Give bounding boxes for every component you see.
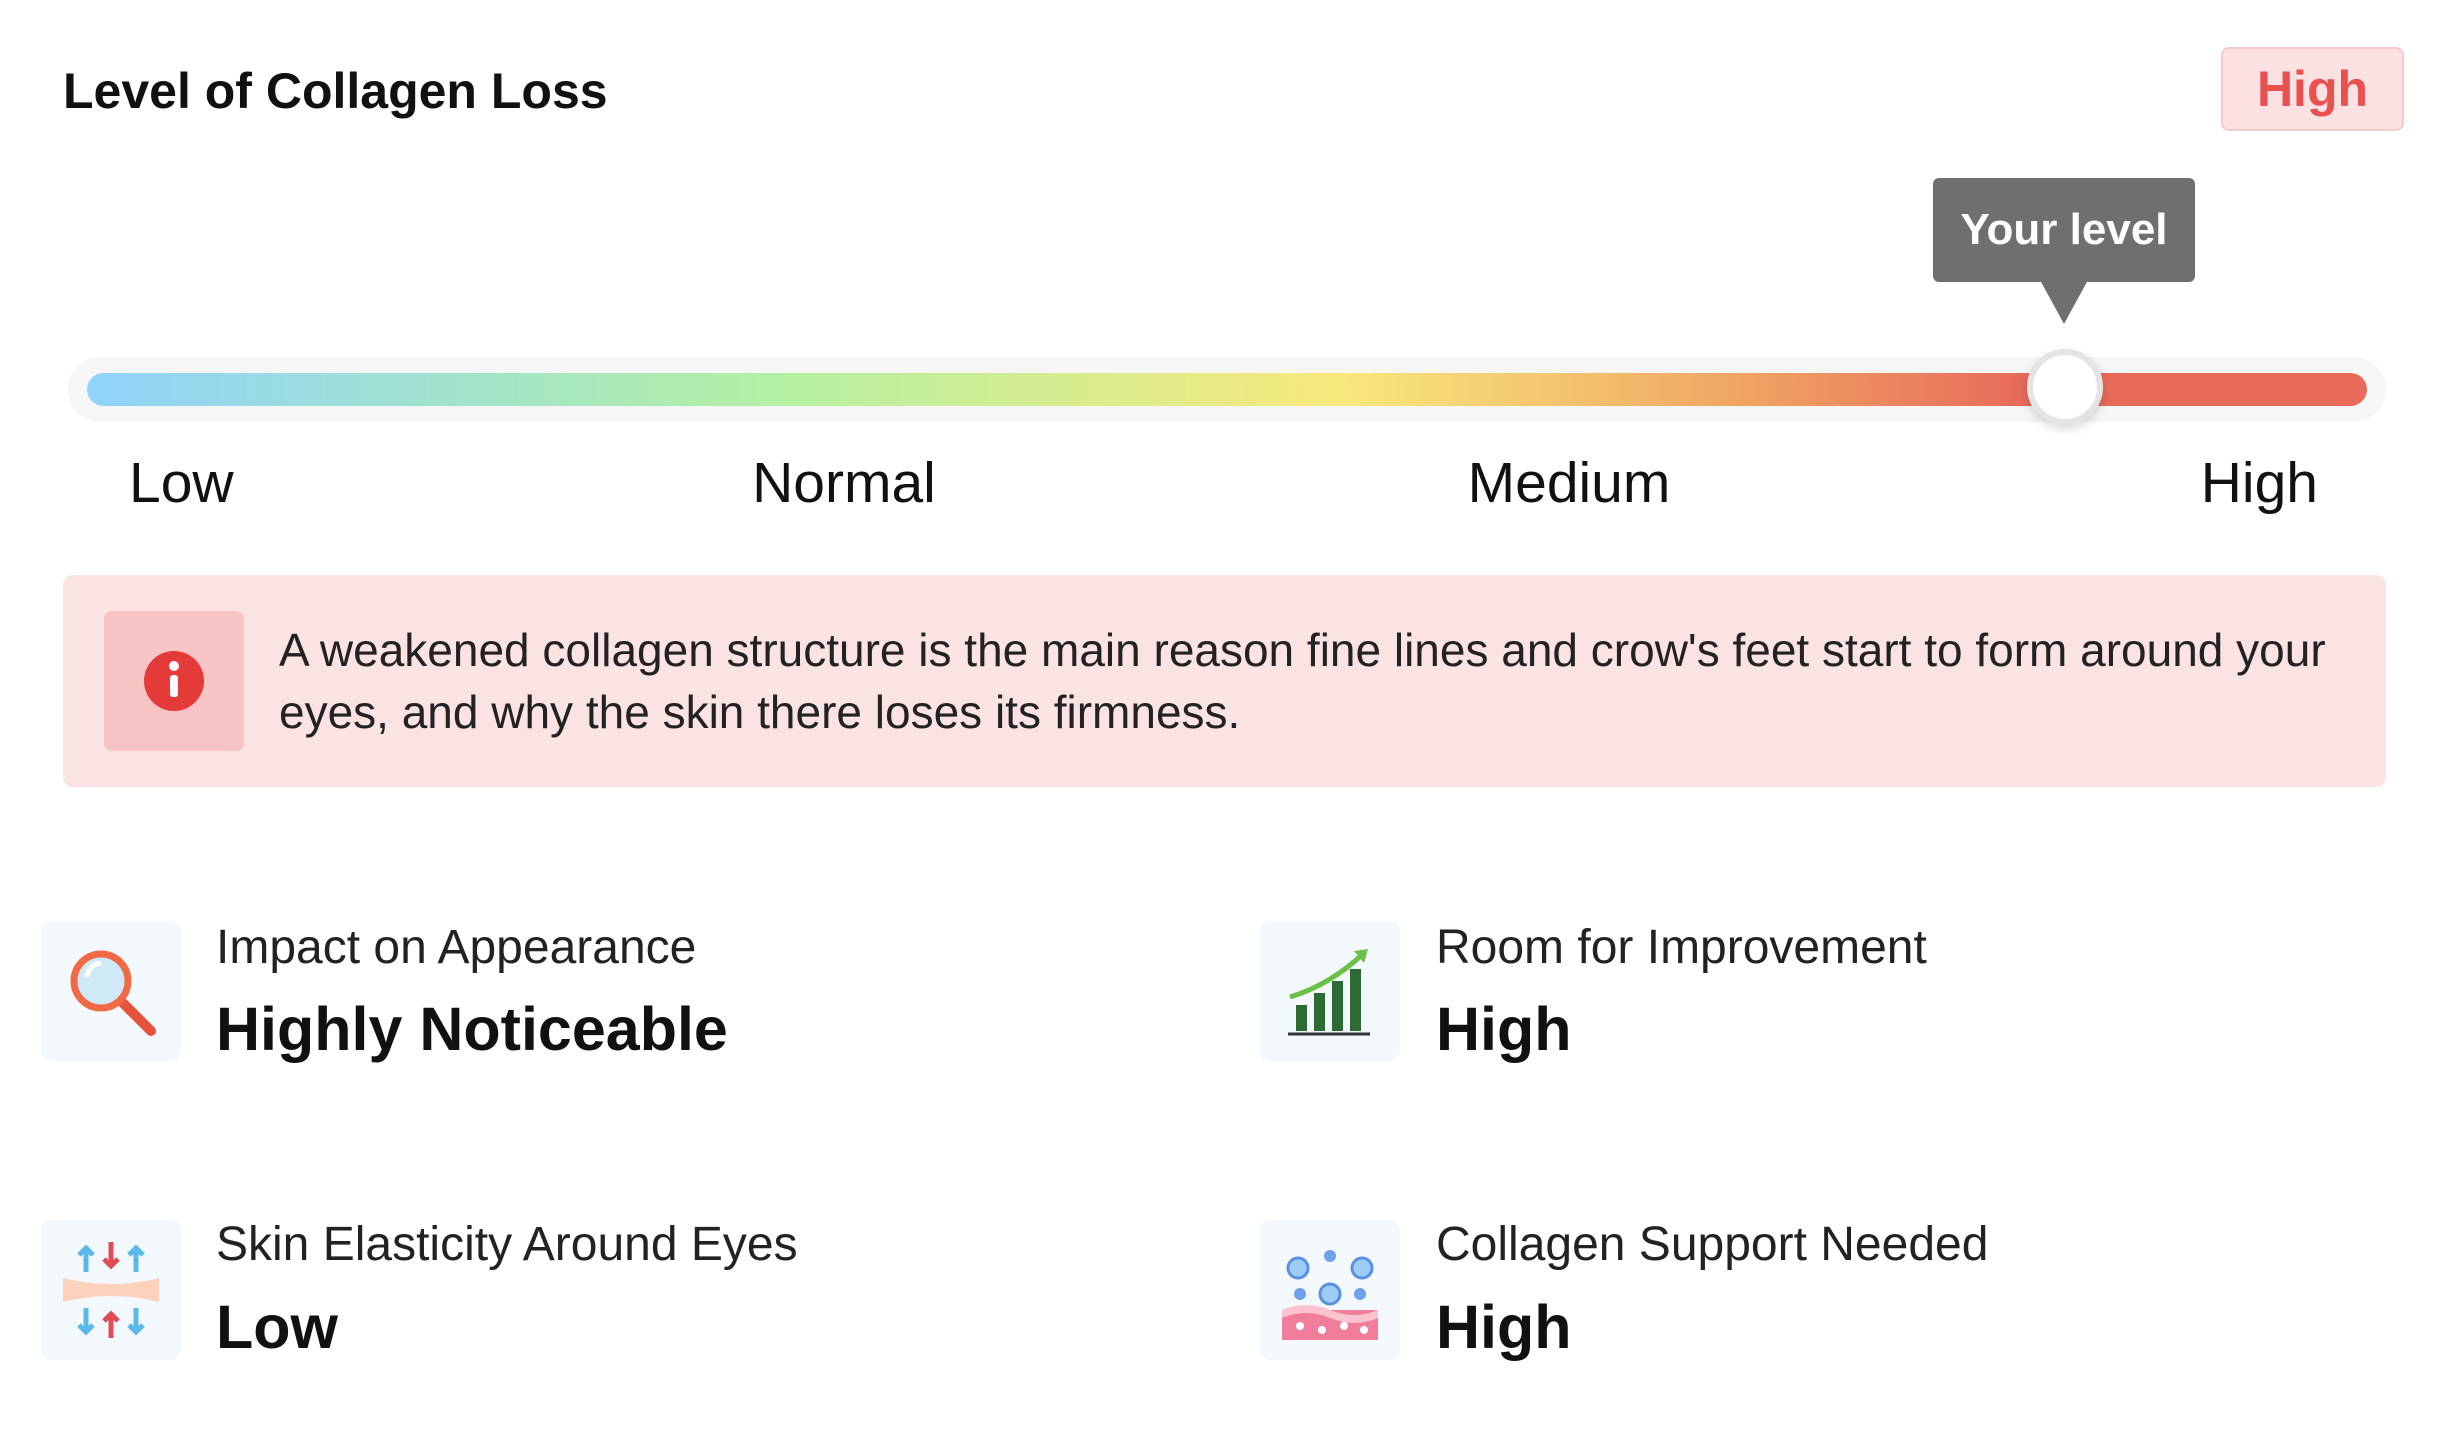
metric-icon — [41, 1220, 181, 1360]
metric-label: Room for Improvement — [1436, 921, 1927, 974]
metric-icon — [41, 921, 181, 1061]
info-icon — [104, 611, 244, 751]
level-label: Normal — [752, 451, 936, 515]
title: Level of Collagen Loss — [63, 63, 608, 119]
metric-value: High — [1436, 995, 1572, 1063]
metric-value: Highly Noticeable — [216, 995, 728, 1063]
level-label: Low — [129, 451, 234, 515]
info-box: A weakened collagen structure is the mai… — [63, 575, 2386, 787]
magnifier-icon — [70, 950, 156, 1036]
level-label: High — [2200, 451, 2318, 515]
tooltip: Your level — [1933, 178, 2195, 282]
metric-label: Collagen Support Needed — [1436, 1218, 1989, 1271]
metric-icon — [1260, 1220, 1400, 1360]
metric-value: High — [1436, 1293, 1572, 1361]
metric-label: Skin Elasticity Around Eyes — [216, 1218, 798, 1271]
growth-icon — [1288, 949, 1370, 1036]
metric-label: Impact on Appearance — [216, 921, 697, 974]
slider-knob — [2027, 349, 2103, 425]
metric-value: Low — [216, 1293, 338, 1361]
level-label: Medium — [1467, 451, 1671, 515]
level-badge: High — [2221, 47, 2404, 131]
tooltip-arrow — [2040, 280, 2088, 324]
info-text: A weakened collagen structure is the mai… — [279, 624, 2326, 738]
elasticity-icon — [63, 1242, 159, 1338]
metric-icon — [1260, 921, 1400, 1061]
slider-track — [87, 373, 2367, 406]
info-glyph — [144, 651, 204, 711]
collagen-icon — [1282, 1250, 1378, 1340]
